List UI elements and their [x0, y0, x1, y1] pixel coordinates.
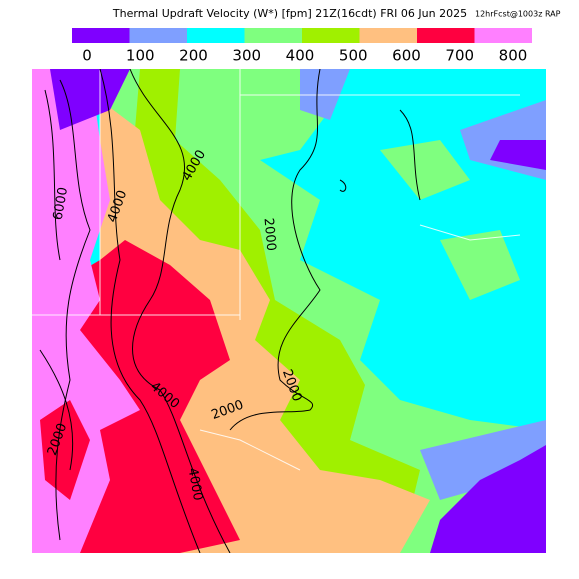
region	[40, 400, 90, 500]
contour-label: 6000	[51, 186, 72, 221]
color-swatch	[474, 28, 532, 43]
color-swatch	[302, 28, 360, 43]
map	[32, 69, 546, 553]
color-swatch	[72, 28, 130, 43]
legend-tick-label: 300	[232, 47, 261, 65]
contour	[99, 69, 201, 553]
legend-tick-label: 0	[82, 47, 92, 65]
color-swatch	[359, 28, 417, 43]
legend-tick-label: 400	[286, 47, 315, 65]
legend-tick-label: 800	[499, 47, 528, 65]
region	[440, 230, 520, 300]
contour	[129, 69, 231, 553]
color-swatch	[129, 28, 187, 43]
contour-label: 2000	[261, 217, 279, 251]
region	[380, 140, 470, 200]
color-bar: 0 100 200 300 400 500 600 700 800	[72, 28, 532, 65]
contour-label: 4000	[185, 467, 206, 502]
run-label: 12hrFcst@1003z RAP	[475, 10, 561, 19]
region	[420, 420, 546, 500]
contour	[39, 89, 74, 471]
color-swatch	[244, 28, 302, 43]
color-swatch	[417, 28, 475, 43]
legend-tick-label: 500	[339, 47, 368, 65]
legend-tick-label: 200	[179, 47, 208, 65]
region	[50, 69, 130, 130]
contour	[55, 79, 91, 541]
contour	[339, 109, 421, 201]
color-swatch	[187, 28, 245, 43]
region	[490, 140, 546, 170]
legend-tick-label: 700	[445, 47, 474, 65]
title: Thermal Updraft Velocity (W*) [fpm] 21Z(…	[112, 7, 467, 20]
state-border	[32, 69, 521, 471]
legend-tick-label: 600	[392, 47, 421, 65]
region	[430, 445, 546, 553]
legend-tick-label: 100	[126, 47, 155, 65]
contour	[229, 69, 321, 431]
